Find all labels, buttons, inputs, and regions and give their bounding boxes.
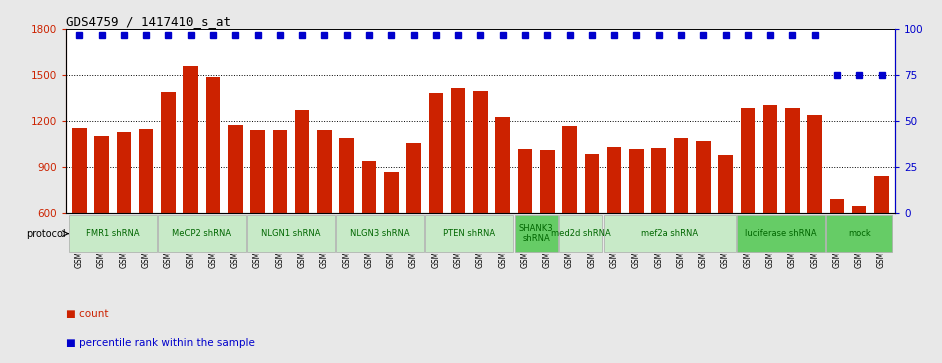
Bar bbox=[629, 149, 643, 213]
Bar bbox=[830, 199, 844, 213]
Bar bbox=[161, 92, 176, 213]
Bar bbox=[852, 206, 867, 213]
Text: ■ count: ■ count bbox=[66, 309, 108, 319]
Text: PTEN shRNA: PTEN shRNA bbox=[444, 229, 495, 238]
Bar bbox=[518, 149, 532, 213]
Text: med2d shRNA: med2d shRNA bbox=[551, 229, 610, 238]
Text: protocol: protocol bbox=[25, 229, 66, 238]
Bar bbox=[69, 215, 156, 252]
Bar bbox=[451, 88, 465, 213]
Bar bbox=[247, 215, 335, 252]
Text: FMR1 shRNA: FMR1 shRNA bbox=[86, 229, 139, 238]
Text: GDS4759 / 1417410_s_at: GDS4759 / 1417410_s_at bbox=[66, 15, 231, 28]
Bar bbox=[514, 215, 558, 252]
Bar bbox=[73, 128, 87, 213]
Bar bbox=[228, 125, 242, 213]
Bar bbox=[94, 136, 109, 213]
Bar bbox=[406, 143, 421, 213]
Bar bbox=[607, 147, 622, 213]
Bar bbox=[158, 215, 246, 252]
Bar bbox=[652, 148, 666, 213]
Bar bbox=[874, 176, 888, 213]
Text: NLGN3 shRNA: NLGN3 shRNA bbox=[350, 229, 410, 238]
Bar bbox=[184, 66, 198, 213]
Bar bbox=[785, 108, 800, 213]
Bar bbox=[362, 161, 376, 213]
Text: mef2a shRNA: mef2a shRNA bbox=[642, 229, 698, 238]
Bar bbox=[763, 105, 777, 213]
Bar bbox=[826, 215, 892, 252]
Text: MeCP2 shRNA: MeCP2 shRNA bbox=[172, 229, 232, 238]
Bar bbox=[429, 93, 443, 213]
Bar bbox=[473, 91, 488, 213]
Bar bbox=[719, 155, 733, 213]
Bar bbox=[336, 215, 424, 252]
Bar bbox=[495, 117, 510, 213]
Bar bbox=[317, 130, 332, 213]
Bar bbox=[540, 150, 555, 213]
Text: ■ percentile rank within the sample: ■ percentile rank within the sample bbox=[66, 338, 255, 348]
Bar bbox=[560, 215, 602, 252]
Bar bbox=[138, 129, 154, 213]
Bar bbox=[117, 132, 131, 213]
Bar bbox=[738, 215, 825, 252]
Bar bbox=[384, 172, 398, 213]
Bar bbox=[674, 138, 689, 213]
Bar bbox=[205, 77, 220, 213]
Bar bbox=[295, 110, 309, 213]
Text: SHANK3
shRNA: SHANK3 shRNA bbox=[519, 224, 554, 243]
Text: NLGN1 shRNA: NLGN1 shRNA bbox=[261, 229, 321, 238]
Bar bbox=[426, 215, 513, 252]
Bar bbox=[740, 108, 755, 213]
Bar bbox=[251, 130, 265, 213]
Bar bbox=[585, 154, 599, 213]
Bar bbox=[696, 141, 710, 213]
Bar bbox=[562, 126, 577, 213]
Bar bbox=[807, 115, 822, 213]
Text: mock: mock bbox=[848, 229, 870, 238]
Bar bbox=[604, 215, 736, 252]
Bar bbox=[339, 138, 354, 213]
Bar bbox=[272, 130, 287, 213]
Text: luciferase shRNA: luciferase shRNA bbox=[745, 229, 817, 238]
